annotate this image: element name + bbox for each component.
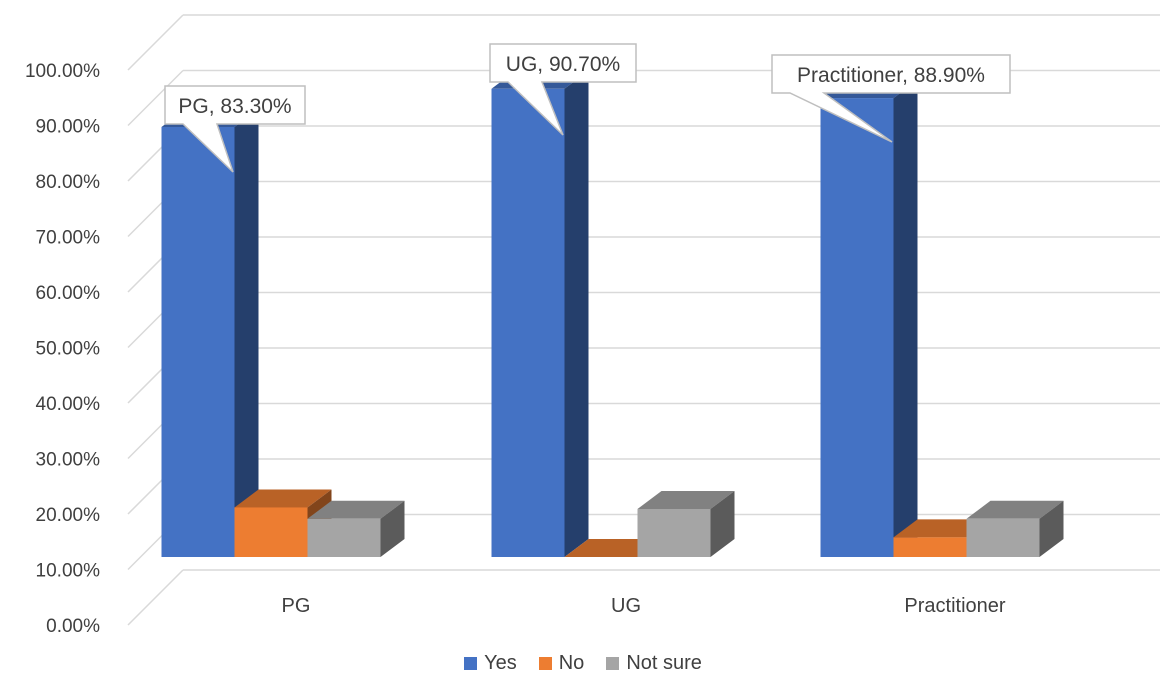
legend-label-no: No xyxy=(558,651,585,674)
data-label-1: UG, 90.70% xyxy=(506,53,620,76)
bar-top-no-pg xyxy=(234,489,332,508)
legend-label-not-sure: Not sure xyxy=(626,651,702,674)
bar-side-yes-pg xyxy=(234,109,259,557)
y-tick-label-1: 10.00% xyxy=(36,561,101,582)
x-tick-label-1: UG xyxy=(611,595,641,617)
data-label-2: Practitioner, 88.90% xyxy=(797,64,985,87)
y-tick-label-5: 50.00% xyxy=(36,339,101,360)
bar-no-pg xyxy=(234,507,308,557)
gridline-depth-10 xyxy=(127,14,184,71)
bar-yes-pg xyxy=(161,127,235,557)
data-label-0: PG, 83.30% xyxy=(178,95,291,118)
legend: Yes No Not sure xyxy=(0,648,1166,678)
bar-no-practitioner xyxy=(893,537,967,557)
y-tick-label-4: 40.00% xyxy=(36,394,101,415)
x-tick-label-2: Practitioner xyxy=(904,595,1005,617)
bar-side-yes-practitioner xyxy=(893,80,918,557)
legend-item-yes: Yes xyxy=(464,652,517,675)
data-callout-1 xyxy=(489,43,637,136)
bar-top-not-sure-practitioner xyxy=(966,500,1064,519)
y-tick-label-2: 20.00% xyxy=(36,505,101,526)
data-callout-0 xyxy=(164,85,306,173)
y-tick-label-7: 70.00% xyxy=(36,228,101,249)
bar-side-yes-ug xyxy=(564,70,589,557)
bar-yes-ug xyxy=(491,88,565,557)
bar-top-no-practitioner xyxy=(893,519,991,538)
bar-top-not-sure-pg xyxy=(307,500,405,519)
y-tick-label-6: 60.00% xyxy=(36,283,101,304)
bar-not-sure-practitioner xyxy=(966,518,1040,557)
bar-side-not-sure-ug xyxy=(710,490,735,557)
data-callout-2 xyxy=(771,54,1011,143)
legend-item-not-sure: Not sure xyxy=(606,652,702,675)
gridline-depth-9 xyxy=(127,69,184,127)
bar-yes-practitioner xyxy=(820,98,894,557)
gridline-depth-0 xyxy=(127,569,184,626)
legend-swatch-not-sure xyxy=(606,656,620,670)
legend-swatch-yes xyxy=(464,656,478,670)
x-tick-label-0: PG xyxy=(282,595,311,617)
y-tick-label-8: 80.00% xyxy=(36,172,101,193)
legend-swatch-no xyxy=(538,656,552,670)
y-tick-label-10: 100.00% xyxy=(25,61,100,82)
y-tick-label-3: 30.00% xyxy=(36,450,101,471)
bar-side-not-sure-practitioner xyxy=(1039,500,1064,557)
bar-side-not-sure-pg xyxy=(380,500,405,557)
y-tick-label-0: 0.00% xyxy=(46,616,100,637)
legend-label-yes: Yes xyxy=(484,651,517,674)
bar-not-sure-ug xyxy=(637,508,711,557)
bar-top-not-sure-ug xyxy=(637,490,735,509)
y-tick-label-9: 90.00% xyxy=(36,117,101,138)
legend-item-no: No xyxy=(538,651,585,675)
bar-top-no-ug xyxy=(564,539,662,557)
bar-not-sure-pg xyxy=(307,518,381,557)
